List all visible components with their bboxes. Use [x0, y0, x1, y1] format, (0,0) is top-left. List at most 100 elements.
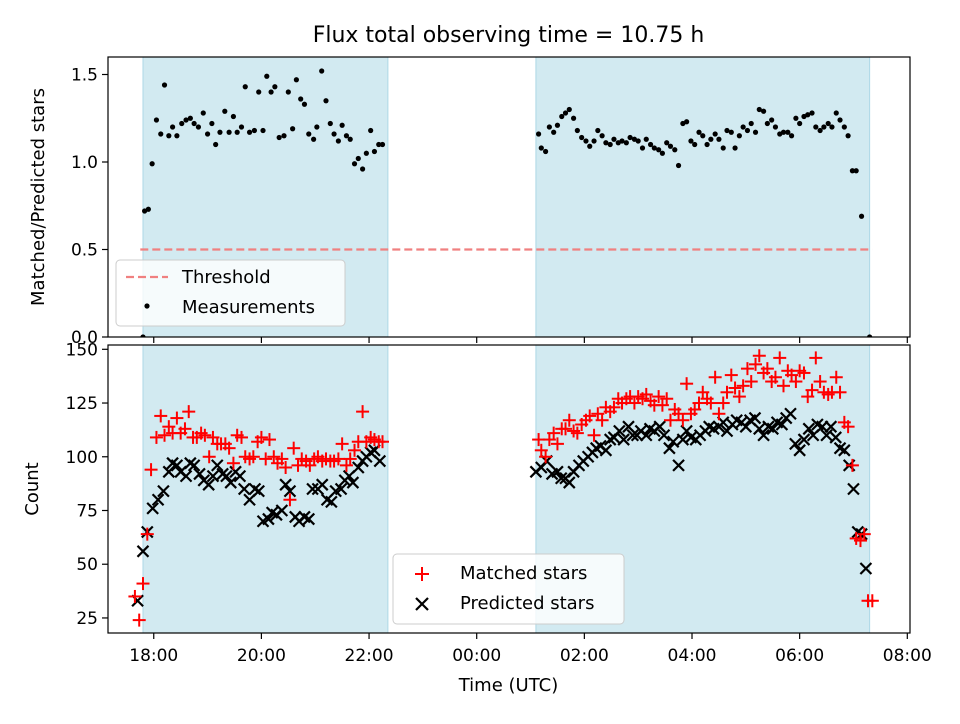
- measurement-point: [140, 334, 146, 337]
- ratio-y-axis: 0.0 0.5 1.0 1.5: [71, 66, 108, 348]
- matched-star-point: [182, 405, 196, 419]
- matched-star-point: [583, 409, 597, 423]
- predicted-marker-stroke: [847, 482, 860, 496]
- measurement-point: [204, 131, 211, 137]
- count-panel-frame: [107, 344, 911, 634]
- measurement-point: [736, 133, 742, 139]
- predicted-marker-stroke: [146, 502, 159, 515]
- predicted-marker-stroke: [187, 459, 201, 472]
- predicted-marker-stroke: [762, 420, 775, 433]
- matched-star-point: [279, 461, 293, 475]
- measurement-point: [260, 127, 266, 134]
- matched-stars-series: [128, 349, 879, 627]
- matched-star-point: [254, 430, 268, 444]
- matched-star-point: [660, 392, 674, 406]
- predicted-star-point: [302, 512, 316, 526]
- matched-star-point: [708, 370, 722, 384]
- measurement-point: [559, 113, 565, 120]
- ratio-panel-shading: [142, 56, 871, 338]
- measurement-point: [639, 145, 646, 151]
- predicted-star-point: [639, 428, 653, 442]
- predicted-marker-stroke: [613, 424, 626, 438]
- predicted-marker-stroke: [730, 413, 743, 427]
- measurement-point: [599, 133, 605, 139]
- measurement-point: [347, 136, 353, 142]
- matched-star-point: [335, 437, 349, 451]
- predicted-marker-stroke: [672, 459, 685, 472]
- predicted-marker-stroke: [166, 456, 179, 470]
- matched-star-point: [132, 613, 146, 627]
- measurement-point: [664, 140, 670, 146]
- measurement-point: [587, 143, 593, 149]
- measurement-point: [748, 120, 754, 127]
- matched-star-point: [712, 407, 726, 421]
- predicted-star-point: [210, 459, 224, 472]
- measurement-point: [684, 119, 690, 125]
- matched-star-point: [797, 366, 811, 380]
- predicted-star-point: [784, 407, 797, 421]
- measurement-point: [191, 120, 197, 127]
- y-tick-label: 100: [66, 448, 98, 468]
- ratio-legend: Threshold Measurements: [115, 259, 346, 327]
- predicted-star-point: [325, 495, 338, 509]
- measurement-point: [343, 133, 350, 139]
- measurement-point: [712, 131, 718, 137]
- measurement-point: [858, 213, 865, 219]
- matched-star-point: [732, 390, 746, 404]
- measurement-point: [246, 129, 253, 135]
- measurement-point: [611, 136, 617, 142]
- predicted-marker-stroke: [748, 411, 762, 425]
- measurement-point: [268, 89, 274, 95]
- predicted-star-point: [666, 435, 680, 448]
- measurement-point: [242, 84, 248, 90]
- matched-star-point: [676, 413, 690, 427]
- x-tick-label: 02:00: [560, 646, 609, 666]
- measurement-point: [363, 150, 369, 156]
- predicted-marker-stroke: [789, 437, 802, 451]
- predicted-star-point: [179, 469, 193, 483]
- predicted-marker-stroke: [170, 459, 184, 472]
- measurement-point: [825, 120, 831, 127]
- predicted-marker-stroke: [753, 422, 766, 436]
- measurement-point: [817, 127, 823, 134]
- matched-star-point: [740, 362, 754, 376]
- matched-star-point: [752, 349, 766, 363]
- chart-title: Flux total observing time = 10.75 h: [313, 23, 705, 48]
- measurement-point: [744, 127, 751, 134]
- predicted-marker-stroke: [766, 422, 780, 436]
- predicted-star-point: [220, 469, 233, 483]
- predicted-star-point: [146, 502, 159, 515]
- measurement-point: [764, 120, 770, 127]
- measurement-point: [251, 127, 258, 134]
- matched-star-point: [348, 443, 362, 457]
- y-tick-label: 0.0: [71, 328, 98, 348]
- measurement-point: [331, 131, 337, 137]
- matched-star-point: [222, 441, 236, 455]
- matched-star-point: [570, 426, 584, 440]
- measurement-point: [538, 145, 544, 151]
- matched-star-point: [857, 527, 871, 541]
- measurement-point: [551, 129, 557, 135]
- predicted-marker-stroke: [233, 469, 247, 483]
- predicted-star-point: [820, 428, 833, 442]
- measurement-point: [845, 133, 851, 139]
- measurement-point: [688, 138, 694, 144]
- measurement-point: [234, 129, 240, 135]
- matched-star-point: [140, 527, 154, 541]
- matched-star-point: [331, 452, 345, 466]
- matched-star-point: [343, 452, 357, 466]
- matched-star-point: [768, 370, 782, 384]
- predicted-marker-stroke: [216, 467, 229, 481]
- measurement-point: [728, 129, 734, 135]
- count-panel: 25 50 75 100 125 150 18:00 20:00 22:00 00:00 02:0…: [22, 340, 932, 696]
- measurement-point: [716, 136, 722, 142]
- predicted-star-point: [283, 484, 297, 498]
- predicted-marker-stroke: [757, 428, 770, 442]
- matched-star-point: [720, 385, 734, 399]
- threshold-legend-label: Threshold: [181, 267, 271, 288]
- matched-star-point: [760, 362, 774, 376]
- predicted-marker-stroke: [325, 495, 338, 509]
- matched-star-point: [829, 370, 843, 384]
- predicted-star-point: [352, 461, 365, 474]
- measurement-point: [546, 124, 552, 130]
